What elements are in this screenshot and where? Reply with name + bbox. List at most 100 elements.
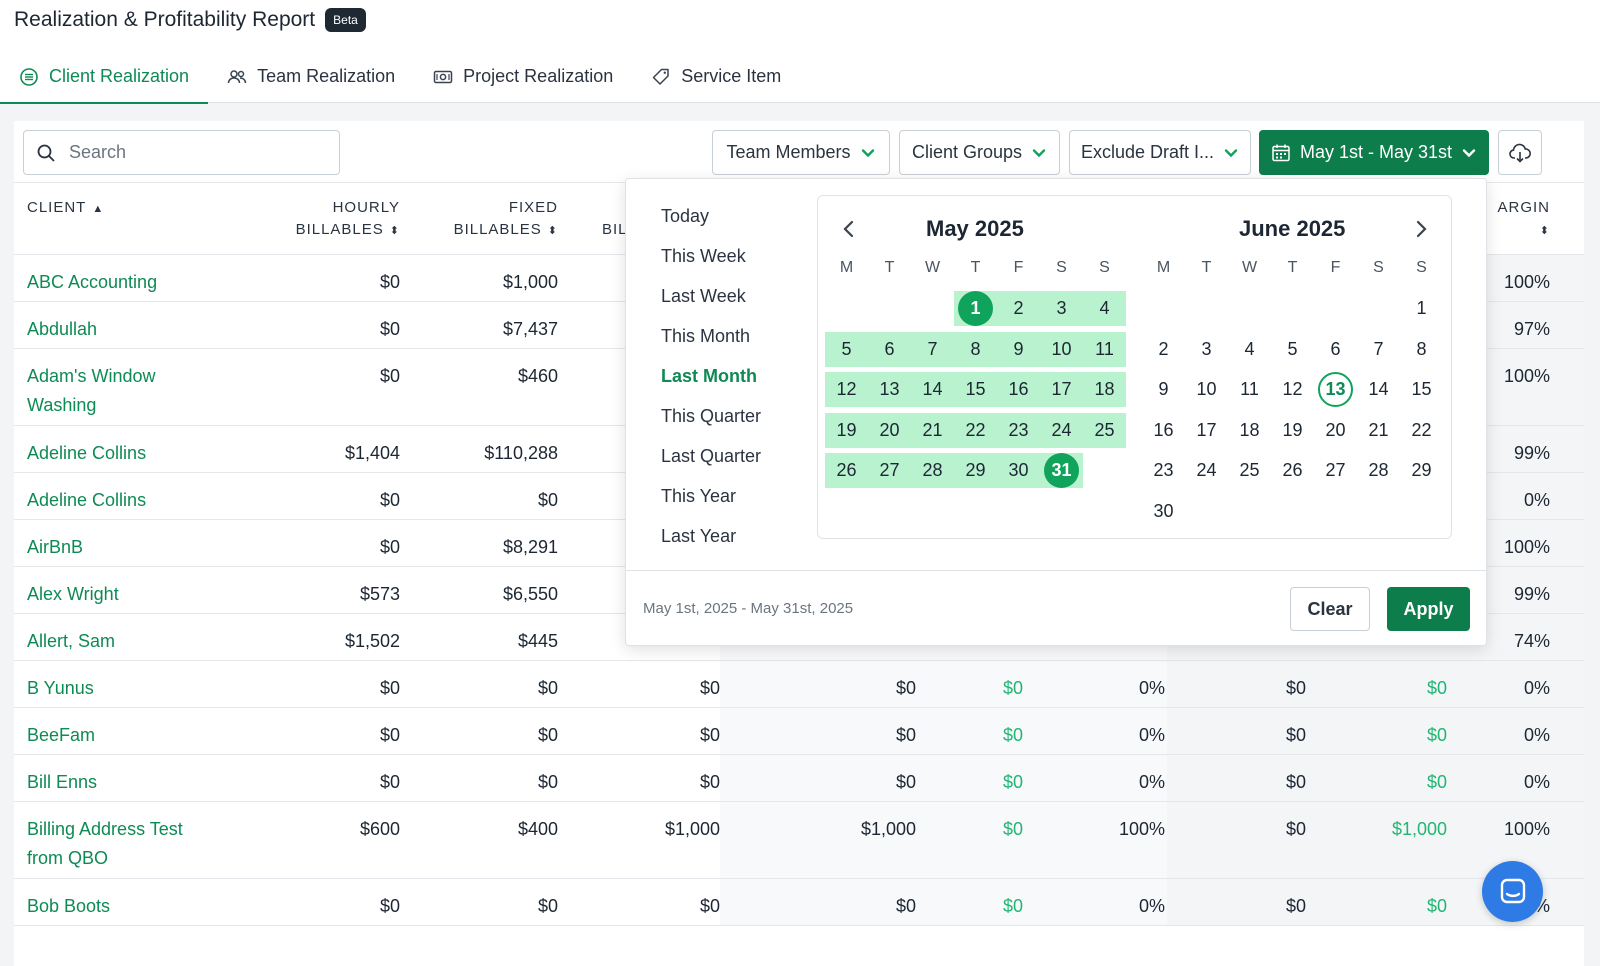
- calendar-day[interactable]: 15: [954, 372, 997, 407]
- calendar-day[interactable]: 16: [1153, 419, 1174, 440]
- search-input[interactable]: [69, 142, 309, 163]
- calendar-day[interactable]: 23: [1153, 460, 1174, 480]
- calendar-day[interactable]: 20: [1325, 419, 1346, 440]
- calendar-day[interactable]: 31: [1040, 453, 1083, 488]
- calendar-day[interactable]: 1: [1416, 298, 1427, 318]
- calendar-day[interactable]: 24: [1040, 412, 1083, 448]
- calendar-day[interactable]: 18: [1083, 372, 1126, 407]
- calendar-day[interactable]: 5: [825, 331, 868, 367]
- chevron-left-icon[interactable]: [838, 218, 860, 240]
- client-name-link[interactable]: Adam's Window Washing: [27, 366, 156, 415]
- column-billables-partial[interactable]: BIL: [602, 219, 628, 241]
- client-name-link[interactable]: Billing Address Test from QBO: [27, 819, 183, 868]
- preset-item[interactable]: This Month: [661, 326, 751, 346]
- chevron-right-icon[interactable]: [1410, 218, 1432, 240]
- column-hourly-billables[interactable]: HOURLY BILLABLES ⬍: [296, 197, 400, 242]
- calendar-day[interactable]: 17: [1040, 372, 1083, 407]
- client-name-link[interactable]: Bill Enns: [27, 772, 98, 792]
- calendar-day[interactable]: 19: [825, 412, 868, 448]
- calendar-day[interactable]: 8: [954, 331, 997, 367]
- preset-item[interactable]: Last Year: [661, 526, 737, 546]
- calendar-day[interactable]: 27: [868, 453, 911, 488]
- calendar-day[interactable]: 11: [1083, 331, 1126, 367]
- calendar-day[interactable]: 7: [1373, 338, 1384, 359]
- calendar-day[interactable]: 6: [868, 331, 911, 367]
- tab-team-realization[interactable]: Team Realization: [208, 50, 414, 103]
- client-name-link[interactable]: Abdullah: [27, 319, 98, 339]
- calendar-day[interactable]: 8: [1416, 338, 1427, 359]
- column-fixed-billables[interactable]: FIXED BILLABLES ⬍: [454, 197, 558, 242]
- calendar-day[interactable]: 27: [1325, 460, 1346, 480]
- clear-button[interactable]: Clear: [1290, 587, 1370, 631]
- client-name-link[interactable]: B Yunus: [27, 678, 94, 698]
- calendar-day[interactable]: 17: [1196, 419, 1217, 440]
- column-client[interactable]: CLIENT ▲: [27, 197, 104, 220]
- calendar-day[interactable]: 7: [911, 331, 954, 367]
- client-name-link[interactable]: AirBnB: [27, 537, 84, 557]
- client-name-link[interactable]: Allert, Sam: [27, 631, 116, 651]
- client-name-link[interactable]: BeeFam: [27, 725, 96, 745]
- calendar-day[interactable]: 12: [1282, 379, 1303, 399]
- client-name-link[interactable]: Adeline Collins: [27, 443, 147, 463]
- calendar-day[interactable]: 28: [911, 453, 954, 488]
- calendar-day[interactable]: 9: [997, 331, 1040, 367]
- calendar-day[interactable]: 25: [1083, 412, 1126, 448]
- preset-item[interactable]: Last Month: [661, 366, 757, 386]
- chat-launcher-button[interactable]: [1482, 861, 1543, 922]
- team-members-filter[interactable]: Team Members: [712, 130, 890, 175]
- calendar-day[interactable]: 22: [954, 412, 997, 448]
- exclude-draft-filter[interactable]: Exclude Draft I...: [1069, 130, 1251, 175]
- apply-button[interactable]: Apply: [1387, 587, 1470, 631]
- calendar-day[interactable]: 11: [1240, 379, 1259, 399]
- calendar-day[interactable]: 29: [1411, 460, 1432, 480]
- tab-client-realization[interactable]: Client Realization: [0, 50, 209, 104]
- preset-item[interactable]: Today: [661, 206, 710, 226]
- calendar-day[interactable]: 29: [954, 453, 997, 488]
- calendar-day[interactable]: 6: [1330, 338, 1341, 359]
- preset-item[interactable]: This Year: [661, 486, 737, 506]
- calendar-day[interactable]: 3: [1040, 291, 1083, 326]
- client-name-link[interactable]: Adeline Collins: [27, 490, 147, 510]
- preset-item[interactable]: This Week: [661, 246, 746, 266]
- calendar-day[interactable]: 22: [1411, 419, 1432, 440]
- calendar-day[interactable]: 20: [868, 412, 911, 448]
- calendar-day[interactable]: 24: [1196, 460, 1217, 480]
- calendar-day[interactable]: 1: [954, 291, 997, 326]
- calendar-day[interactable]: 5: [1287, 338, 1298, 359]
- tab-service-item[interactable]: Service Item: [632, 50, 800, 103]
- calendar-day[interactable]: 25: [1239, 460, 1260, 480]
- client-name-link[interactable]: Alex Wright: [27, 584, 119, 604]
- calendar-day[interactable]: 30: [997, 453, 1040, 488]
- client-name-link[interactable]: ABC Accounting: [27, 272, 158, 292]
- client-name-link[interactable]: Bob Boots: [27, 896, 111, 916]
- calendar-day[interactable]: 26: [825, 453, 868, 488]
- calendar-day[interactable]: 13: [1314, 372, 1357, 407]
- calendar-day[interactable]: 14: [911, 372, 954, 407]
- calendar-day[interactable]: 30: [1153, 500, 1174, 521]
- download-button[interactable]: [1498, 130, 1542, 175]
- calendar-day[interactable]: 10: [1040, 331, 1083, 367]
- calendar-day[interactable]: 2: [997, 291, 1040, 326]
- calendar-day[interactable]: 16: [997, 372, 1040, 407]
- preset-item[interactable]: Last Week: [661, 286, 746, 306]
- calendar-day[interactable]: 15: [1411, 379, 1432, 399]
- calendar-day[interactable]: 10: [1196, 379, 1217, 399]
- client-groups-filter[interactable]: Client Groups: [899, 130, 1060, 175]
- calendar-day[interactable]: 19: [1282, 419, 1303, 440]
- calendar-day[interactable]: 28: [1368, 460, 1389, 480]
- date-range-button[interactable]: May 1st - May 31st: [1259, 130, 1489, 175]
- calendar-day[interactable]: 2: [1158, 338, 1169, 359]
- preset-item[interactable]: Last Quarter: [661, 446, 762, 466]
- calendar-day[interactable]: 4: [1083, 291, 1126, 326]
- calendar-day[interactable]: 18: [1239, 419, 1260, 440]
- calendar-day[interactable]: 26: [1282, 460, 1303, 480]
- calendar-day[interactable]: 12: [825, 372, 868, 407]
- calendar-day[interactable]: 3: [1201, 338, 1212, 359]
- calendar-day[interactable]: 9: [1158, 379, 1169, 399]
- calendar-day[interactable]: 21: [911, 412, 954, 448]
- calendar-day[interactable]: 4: [1244, 338, 1255, 359]
- calendar-day[interactable]: 21: [1368, 419, 1389, 440]
- calendar-day[interactable]: 14: [1368, 379, 1389, 399]
- column-margin[interactable]: ARGIN ⬍: [1497, 197, 1550, 242]
- calendar-day[interactable]: 13: [868, 372, 911, 407]
